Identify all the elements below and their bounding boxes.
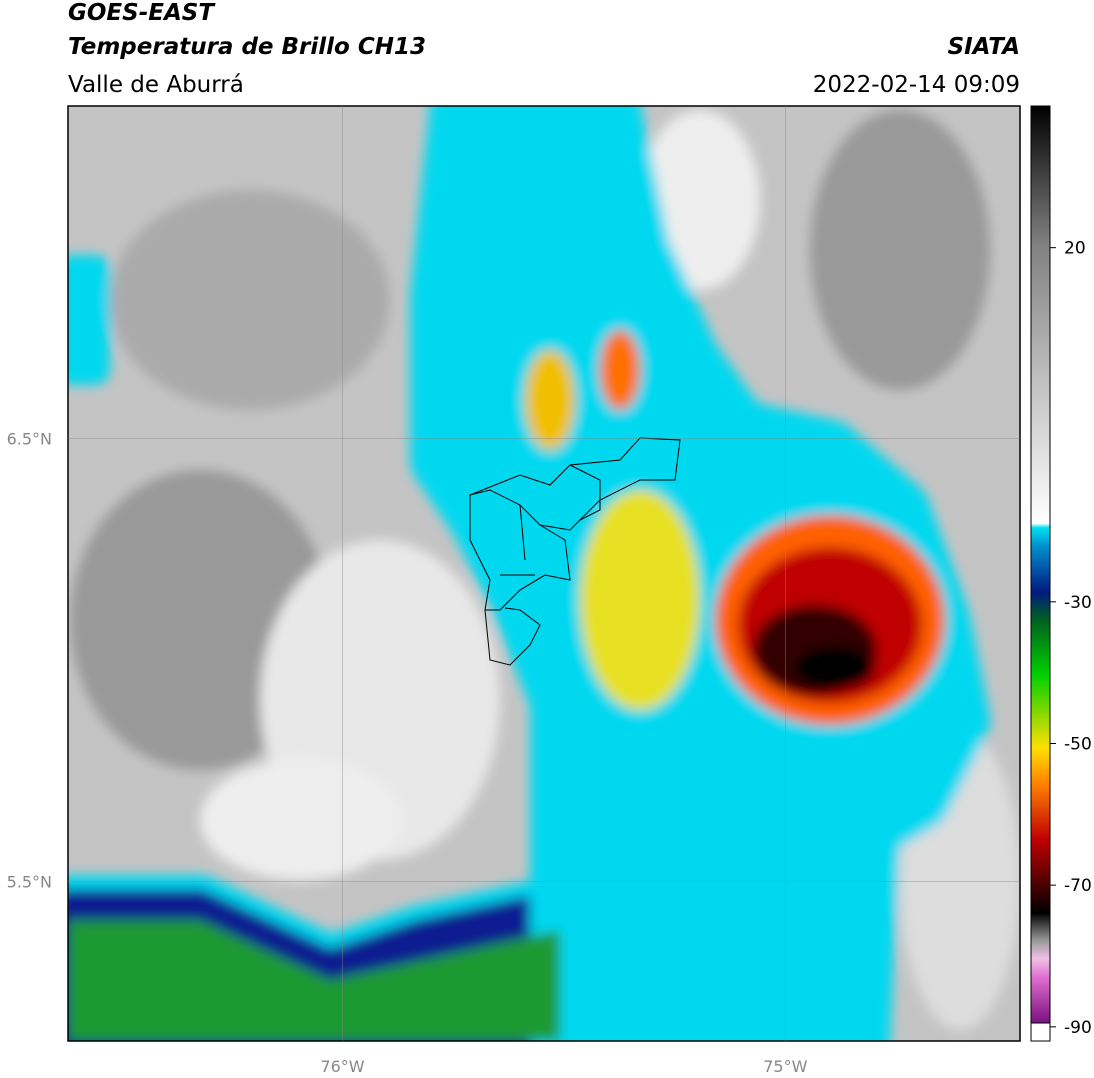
colorbar-tick-label: -70 [1064,876,1092,896]
colorbar-tick-label: -30 [1064,593,1092,613]
region: Valle de Aburrá [68,72,244,98]
colorbar [1031,106,1050,1023]
y-tick-label: 5.5°N [7,872,52,891]
subtitle: Temperatura de Brillo CH13 [68,34,426,60]
colorbar-under [1030,1022,1051,1042]
satellite-image [68,106,1020,1041]
y-tick-label: 6.5°N [7,429,52,448]
x-tick-label: 75°W [763,1057,807,1076]
title: GOES-EAST [68,0,216,26]
x-tick-label: 76°W [320,1057,364,1076]
colorbar-tick-label: 20 [1064,239,1086,259]
source: SIATA [948,34,1020,60]
colorbar-tick-label: -90 [1064,1018,1092,1038]
colorbar-tick-label: -50 [1064,735,1092,755]
map-frame [67,105,1021,1042]
datetime: 2022-02-14 09:09 [813,72,1020,98]
colorbar-frame [1030,105,1051,1042]
municipal-boundaries [469,437,681,666]
